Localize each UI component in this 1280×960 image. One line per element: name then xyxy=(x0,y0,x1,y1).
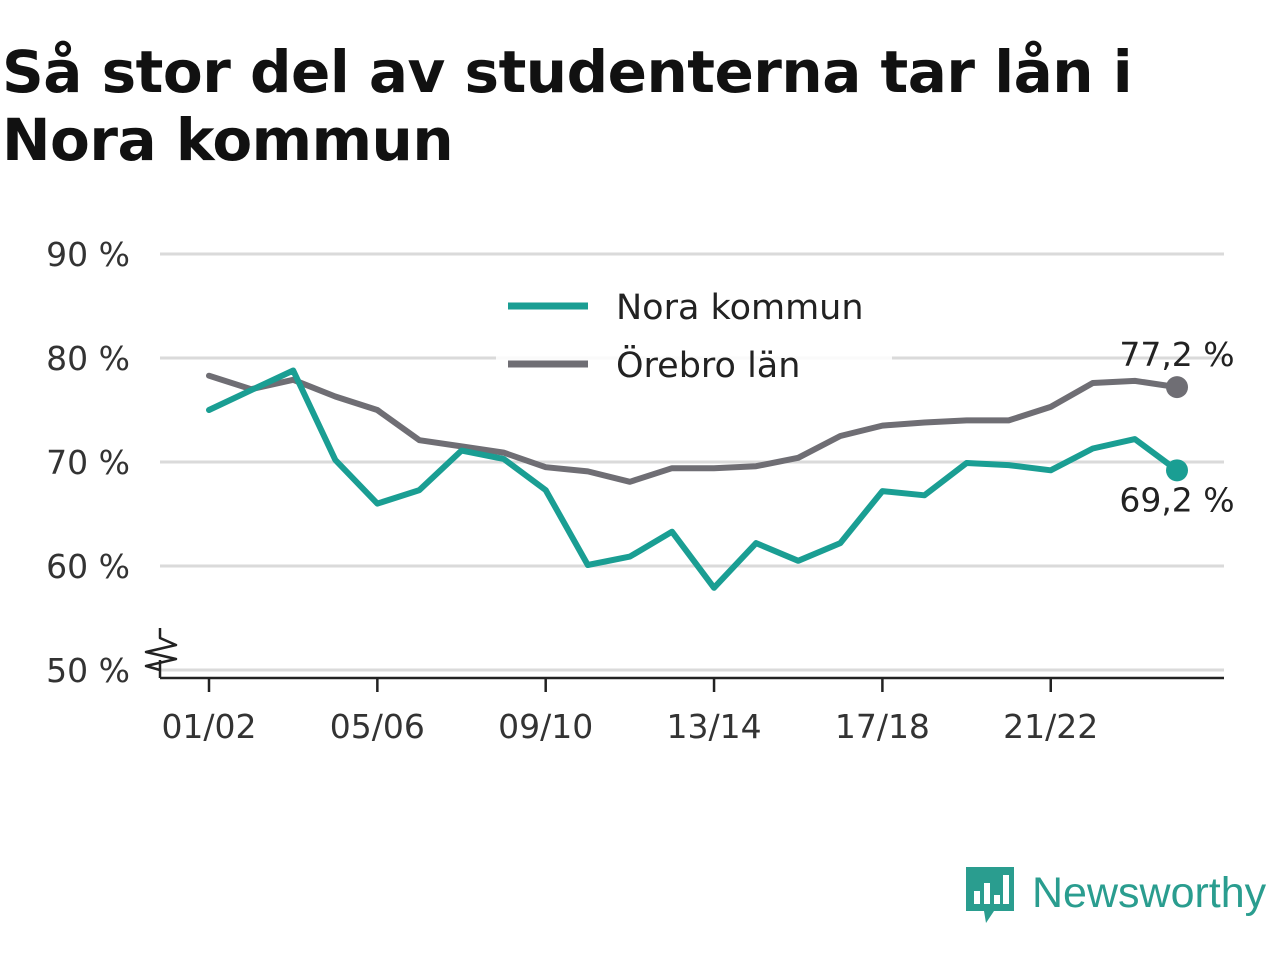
x-tick-label: 13/14 xyxy=(666,707,761,746)
grid xyxy=(160,252,1224,672)
end-label-nora: 69,2 % xyxy=(1119,480,1234,519)
y-tick-label: 60 % xyxy=(46,547,130,586)
y-axis-break-icon xyxy=(144,628,178,672)
x-tick-label: 01/02 xyxy=(161,707,256,746)
legend: Nora kommun Örebro län xyxy=(496,282,892,392)
x-tick-label: 09/10 xyxy=(498,707,593,746)
y-tick-label: 80 % xyxy=(46,339,130,378)
y-tick-label: 50 % xyxy=(46,651,130,690)
y-tick-label: 70 % xyxy=(46,443,130,482)
series-line-nora-kommun xyxy=(206,367,1180,591)
legend-label: Nora kommun xyxy=(616,288,864,328)
end-marker-nora-kommun xyxy=(1166,459,1188,482)
y-tick-label: 90 % xyxy=(46,235,130,274)
end-label-orebro: 77,2 % xyxy=(1119,335,1234,374)
chart-title: Så stor del av studenterna tar lån i Nor… xyxy=(2,38,1133,174)
end-marker--rebro-l-n xyxy=(1166,376,1188,399)
series-line--rebro-l-n xyxy=(206,372,1180,485)
x-tick-label: 21/22 xyxy=(1003,707,1098,746)
series xyxy=(206,367,1188,591)
x-tick-label: 17/18 xyxy=(835,707,930,746)
newsworthy-logo-icon xyxy=(966,867,1014,923)
legend-label: Örebro län xyxy=(616,344,800,386)
x-tick-label: 05/06 xyxy=(330,707,425,746)
end-labels: 77,2 % 69,2 % xyxy=(1119,335,1234,519)
legend-background xyxy=(496,282,892,392)
brand-name: Newsworthy xyxy=(1032,868,1267,917)
axes: 50 % 60 % 70 % 80 % 90 % 01/02 05/06 09/10 13/14… xyxy=(46,235,1224,746)
brand: Newsworthy xyxy=(964,864,1266,928)
